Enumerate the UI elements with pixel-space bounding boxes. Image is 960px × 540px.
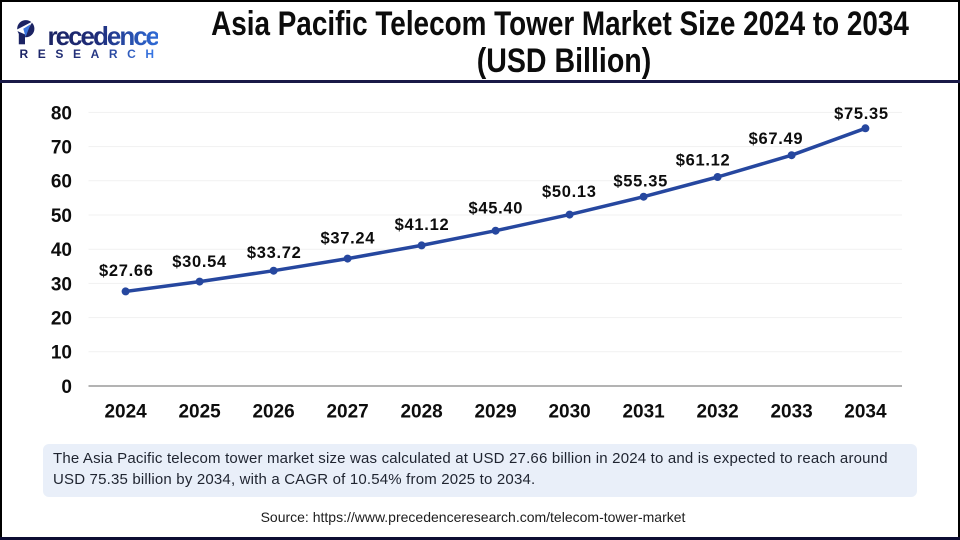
svg-text:80: 80 — [51, 103, 72, 124]
svg-text:10: 10 — [51, 343, 72, 364]
svg-text:2031: 2031 — [622, 402, 665, 423]
svg-text:$50.13: $50.13 — [542, 183, 597, 201]
svg-text:2024: 2024 — [104, 402, 147, 423]
svg-text:20: 20 — [51, 309, 72, 330]
svg-text:30: 30 — [51, 274, 72, 295]
svg-text:60: 60 — [51, 172, 72, 193]
svg-text:$75.35: $75.35 — [834, 105, 889, 123]
svg-text:$27.66: $27.66 — [99, 262, 154, 280]
svg-text:50: 50 — [51, 206, 72, 227]
svg-text:2030: 2030 — [548, 402, 590, 423]
svg-text:$41.12: $41.12 — [395, 216, 450, 234]
svg-text:2026: 2026 — [252, 402, 294, 423]
svg-text:40: 40 — [51, 240, 72, 261]
svg-text:$61.12: $61.12 — [676, 152, 731, 170]
svg-text:0: 0 — [61, 377, 72, 398]
svg-text:2029: 2029 — [474, 402, 516, 423]
svg-text:2032: 2032 — [696, 402, 738, 423]
svg-text:$30.54: $30.54 — [172, 253, 227, 271]
svg-text:2033: 2033 — [770, 402, 812, 423]
svg-text:2034: 2034 — [844, 402, 887, 423]
svg-text:$67.49: $67.49 — [749, 130, 804, 148]
svg-text:2025: 2025 — [178, 402, 221, 423]
svg-text:$37.24: $37.24 — [320, 229, 375, 247]
svg-text:70: 70 — [51, 138, 72, 159]
svg-text:$45.40: $45.40 — [468, 199, 523, 217]
svg-text:$33.72: $33.72 — [247, 244, 302, 262]
svg-text:2028: 2028 — [400, 402, 442, 423]
svg-text:$55.35: $55.35 — [613, 173, 668, 191]
svg-text:2027: 2027 — [326, 402, 368, 423]
